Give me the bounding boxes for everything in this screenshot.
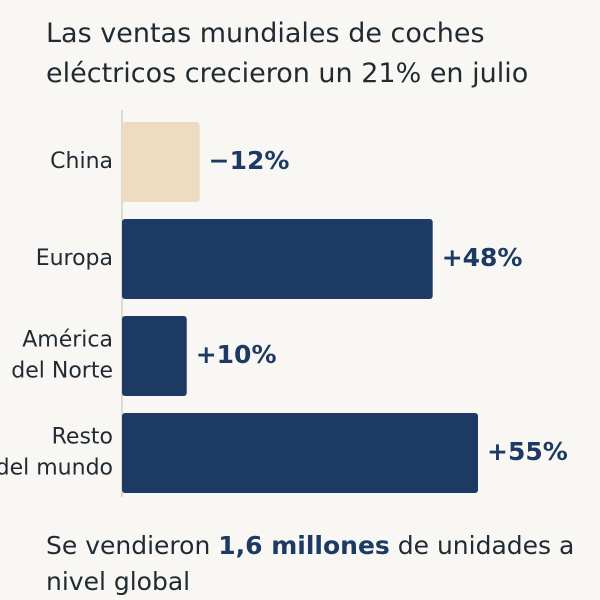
value-label-3: +55%: [487, 437, 568, 466]
footer-highlight: 1,6 millones: [218, 531, 390, 560]
chart-title: Las ventas mundiales de coches eléctrico…: [46, 18, 529, 89]
bar-1: [122, 219, 433, 299]
value-label-2: +10%: [196, 340, 277, 369]
bar-3: [122, 413, 478, 493]
category-label-3: Resto del mundo: [0, 425, 113, 481]
footer-suffix: de unidades a nivel global: [46, 531, 575, 596]
footer-note: Se vendieron 1,6 millones de unidades a …: [46, 528, 586, 600]
bar-chart: China −12% Europa +48% América del Norte +10% R…: [0, 110, 568, 497]
category-label-2: América del Norte: [11, 328, 113, 384]
bar-0: [122, 122, 200, 202]
category-label-1: Europa: [36, 246, 113, 271]
bar-2: [122, 316, 187, 396]
value-label-0: −12%: [209, 146, 290, 175]
value-label-1: +48%: [442, 243, 523, 272]
category-label-0: China: [50, 149, 113, 174]
footer-prefix: Se vendieron: [46, 531, 219, 560]
